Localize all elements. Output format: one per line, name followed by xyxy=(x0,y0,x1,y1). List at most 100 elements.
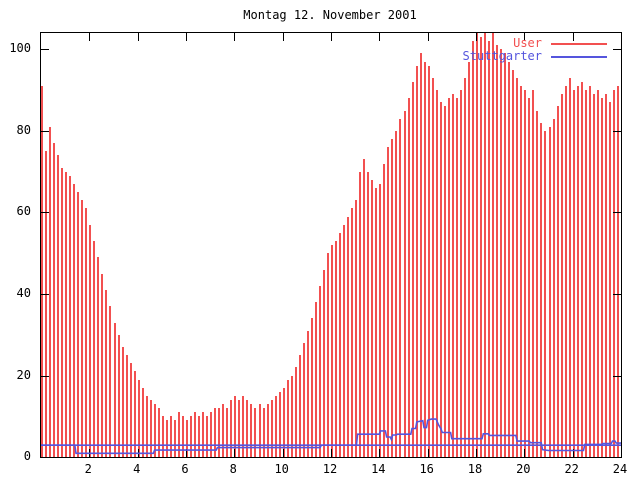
user-bar xyxy=(53,143,56,457)
user-bar xyxy=(516,77,519,457)
legend-label-stuttgarter: Stuttgarter xyxy=(462,49,542,63)
user-bar xyxy=(528,98,531,457)
user-bar xyxy=(266,404,269,457)
y-tick-right xyxy=(613,49,621,51)
y-tick-left xyxy=(41,375,49,377)
user-bar xyxy=(322,269,325,457)
user-bar xyxy=(41,86,43,457)
user-bar xyxy=(431,77,434,457)
user-bar xyxy=(363,159,366,457)
user-bar xyxy=(463,77,466,457)
user-bar xyxy=(556,106,559,457)
user-bar xyxy=(121,346,124,457)
user-bar xyxy=(194,412,197,457)
x-tick-bottom xyxy=(427,449,429,457)
user-bar xyxy=(536,110,539,457)
user-bar xyxy=(65,171,68,457)
user-bar xyxy=(359,171,362,457)
user-bar xyxy=(411,81,414,457)
user-bar xyxy=(423,61,426,457)
user-bar xyxy=(435,90,438,457)
user-bar xyxy=(427,65,430,457)
user-bar xyxy=(439,102,442,457)
user-bar xyxy=(367,171,370,457)
user-bar xyxy=(165,420,168,457)
user-bar xyxy=(113,322,116,457)
user-bar xyxy=(173,420,176,457)
user-bar xyxy=(504,53,507,457)
user-bar xyxy=(149,399,152,457)
legend: User Stuttgarter xyxy=(463,37,607,63)
user-bar xyxy=(318,285,321,457)
user-bar xyxy=(484,33,487,457)
legend-row-stuttgarter: Stuttgarter xyxy=(463,50,607,63)
user-bar xyxy=(57,155,60,457)
x-axis-label: 20 xyxy=(516,462,531,476)
user-bar xyxy=(210,412,213,457)
user-bar xyxy=(242,395,245,457)
legend-line-sample-user xyxy=(551,42,607,45)
user-bar xyxy=(588,86,591,457)
x-tick-top xyxy=(282,33,284,41)
y-tick-left xyxy=(41,293,49,295)
user-bar xyxy=(302,342,305,457)
y-tick-right xyxy=(613,130,621,132)
x-tick-top xyxy=(331,33,332,41)
user-bar xyxy=(274,395,277,457)
user-bar xyxy=(339,232,342,457)
x-tick-top xyxy=(137,33,139,41)
user-bar xyxy=(141,387,144,457)
user-bars-layer xyxy=(41,33,621,457)
user-bar xyxy=(343,224,346,457)
y-axis-label: 0 xyxy=(23,449,31,463)
user-bar xyxy=(198,416,201,457)
y-tick-right xyxy=(613,457,621,458)
y-tick-left xyxy=(41,212,49,214)
user-bar xyxy=(278,391,281,457)
y-tick-right xyxy=(613,375,621,377)
user-bar xyxy=(161,416,164,457)
user-bar xyxy=(286,379,289,457)
user-bar xyxy=(202,412,205,457)
user-bar xyxy=(447,98,450,457)
user-bar xyxy=(443,106,446,457)
user-bar xyxy=(93,240,96,457)
user-bar xyxy=(391,139,394,457)
user-bar xyxy=(480,37,483,457)
user-bar xyxy=(451,94,454,457)
user-bar xyxy=(238,399,241,457)
x-axis-label: 18 xyxy=(467,462,483,476)
user-bar xyxy=(133,371,136,457)
x-tick-top xyxy=(427,33,429,41)
user-bar xyxy=(548,126,551,457)
user-bar xyxy=(355,200,358,457)
user-bar xyxy=(89,224,92,457)
user-bar xyxy=(604,94,607,457)
x-tick-bottom xyxy=(234,449,236,457)
user-bar xyxy=(117,334,120,457)
user-bar xyxy=(254,408,257,457)
user-bar xyxy=(169,416,172,457)
legend-line-sample-stuttgarter xyxy=(551,55,607,58)
user-bar xyxy=(49,126,52,457)
y-axis-label: 20 xyxy=(16,367,31,382)
user-bar xyxy=(230,399,233,457)
user-bar xyxy=(403,110,406,457)
user-bar xyxy=(379,183,382,457)
user-bar xyxy=(371,179,374,457)
user-bar xyxy=(568,77,571,457)
user-bar xyxy=(61,167,64,457)
user-bar xyxy=(520,86,523,457)
user-bar xyxy=(459,90,462,457)
user-bar xyxy=(306,330,309,457)
x-axis-label: 14 xyxy=(371,462,386,476)
user-bar xyxy=(214,408,217,457)
user-bar xyxy=(476,33,478,457)
x-tick-bottom xyxy=(186,449,187,457)
user-bar xyxy=(85,208,88,457)
user-bar xyxy=(592,94,595,457)
user-bar xyxy=(218,408,221,457)
user-bar xyxy=(290,375,293,457)
plot-area: User Stuttgarter xyxy=(40,32,622,458)
